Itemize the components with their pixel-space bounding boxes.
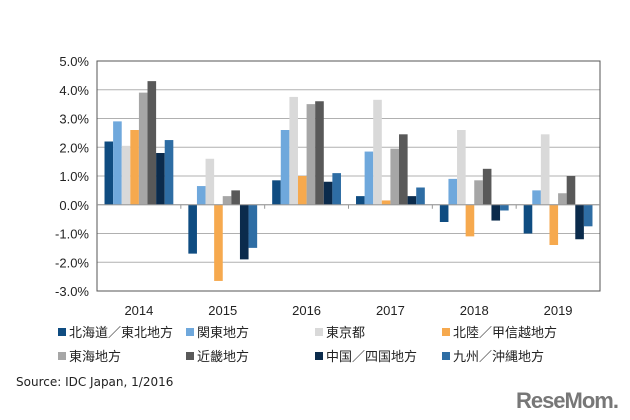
bar xyxy=(373,99,382,205)
y-tick-label: -2.0% xyxy=(55,255,89,270)
legend-label: 中国／四国地方 xyxy=(326,350,418,365)
legend-item: 東京都 xyxy=(315,322,365,341)
bar xyxy=(540,134,550,205)
legend-item: 北海道／東北地方 xyxy=(58,322,173,341)
legend-swatch xyxy=(442,351,450,360)
bar xyxy=(156,153,165,205)
bar xyxy=(323,181,333,205)
bar xyxy=(583,204,593,227)
bar-chart: 5.0% 4.0% 3.0% 2.0% 1.0% 0.0% -1.0% -2.0% -3.0% 2… xyxy=(55,54,601,318)
bar xyxy=(566,176,576,205)
bar xyxy=(104,141,114,205)
legend-swatch xyxy=(442,327,450,336)
y-tick-label: 3.0% xyxy=(59,112,89,127)
bar xyxy=(558,193,567,205)
legend-item: 東海地方 xyxy=(58,346,121,365)
bar xyxy=(491,204,501,221)
bar xyxy=(532,190,541,205)
bar xyxy=(289,96,298,205)
bar xyxy=(196,186,206,205)
x-tick-label: 2018 xyxy=(460,303,489,318)
bar xyxy=(474,180,483,205)
bar xyxy=(381,200,391,205)
bar xyxy=(138,92,148,205)
bar xyxy=(188,204,197,254)
legend-label: 近畿地方 xyxy=(197,350,250,365)
bar xyxy=(399,134,408,205)
y-tick-label: 5.0% xyxy=(59,54,89,69)
legend-label: 東京都 xyxy=(326,326,366,341)
bar xyxy=(448,178,458,205)
bar xyxy=(231,190,240,205)
bar xyxy=(239,204,249,260)
legend-item: 北陸／甲信越地方 xyxy=(442,322,557,341)
legend-swatch xyxy=(315,351,323,360)
bar xyxy=(272,180,281,205)
legend-item: 中国／四国地方 xyxy=(315,346,417,365)
x-tick-label: 2014 xyxy=(124,303,153,318)
bar xyxy=(332,173,341,205)
legend-item: 関東地方 xyxy=(186,322,249,341)
x-tick-label: 2015 xyxy=(208,303,237,318)
bar xyxy=(364,151,374,205)
resemom-logo: ReseMom. xyxy=(515,388,619,413)
y-tick-label: 2.0% xyxy=(59,140,89,155)
bar xyxy=(500,204,509,211)
bar xyxy=(164,140,174,205)
bar xyxy=(407,196,417,205)
legend-swatch xyxy=(315,327,323,336)
legend-swatch xyxy=(58,327,66,336)
bar xyxy=(121,145,131,205)
bar xyxy=(523,204,533,234)
bar xyxy=(130,130,139,205)
source-note: Source: IDC Japan, 1/2016 xyxy=(16,375,174,389)
bar xyxy=(147,81,157,205)
bar xyxy=(280,130,290,205)
bar xyxy=(306,104,316,205)
bar xyxy=(205,158,215,205)
y-tick-label: 0.0% xyxy=(59,198,89,213)
legend-label: 北海道／東北地方 xyxy=(69,326,174,341)
y-tick-label: -1.0% xyxy=(55,227,89,242)
x-tick-label: 2016 xyxy=(292,303,321,318)
legend-swatch xyxy=(58,351,66,360)
bar xyxy=(248,204,258,248)
legend-label: 関東地方 xyxy=(197,326,250,341)
legend-item: 近畿地方 xyxy=(186,346,249,365)
x-tick-label: 2017 xyxy=(376,303,405,318)
x-tick-label: 2019 xyxy=(544,303,573,318)
bar xyxy=(390,148,400,205)
legend-swatch xyxy=(186,327,194,336)
bar xyxy=(222,196,232,205)
bar xyxy=(297,176,307,205)
plot-area xyxy=(96,60,601,292)
bar xyxy=(549,204,559,245)
bar xyxy=(113,121,122,205)
legend-label: 東海地方 xyxy=(69,350,122,365)
legend-label: 北陸／甲信越地方 xyxy=(453,326,558,341)
bar xyxy=(315,101,324,205)
bar xyxy=(439,204,449,222)
bar xyxy=(214,204,223,281)
legend-swatch xyxy=(186,351,194,360)
bar xyxy=(465,204,475,237)
bar xyxy=(482,168,492,205)
legend-label: 九州／沖縄地方 xyxy=(453,350,545,365)
bar xyxy=(356,196,365,205)
y-tick-label: -3.0% xyxy=(55,284,89,299)
bar xyxy=(575,204,584,240)
y-tick-label: 1.0% xyxy=(59,169,89,184)
bar xyxy=(457,130,466,205)
y-tick-label: 4.0% xyxy=(59,83,89,98)
legend-item: 九州／沖縄地方 xyxy=(442,346,544,365)
bar xyxy=(416,187,425,205)
